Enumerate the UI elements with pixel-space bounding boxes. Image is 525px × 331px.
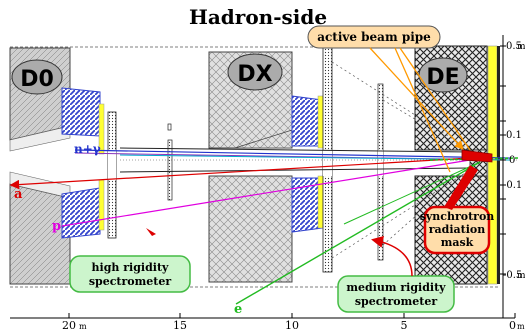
dx-label: DX xyxy=(237,62,272,87)
sync-mask-line1: synchrotron xyxy=(420,210,495,223)
y-unit-top: m xyxy=(517,42,525,52)
beam-pipe-pointer-1 xyxy=(369,47,464,150)
sync-mask-callout: synchrotron radiation mask xyxy=(420,165,495,255)
de-yellow-strip xyxy=(487,45,498,285)
x-tick-20: 20 xyxy=(62,319,76,331)
x-axis xyxy=(10,313,516,319)
y-tick-minus-0.5: -0.5 xyxy=(503,270,522,281)
dx-label-badge: DX xyxy=(227,53,283,91)
high-rigidity-callout: high rigidity spectrometer xyxy=(69,255,191,293)
sync-mask-arrow xyxy=(444,165,478,210)
beam-pipe-callout: active beam pipe xyxy=(307,25,471,173)
de-dark-strip xyxy=(497,46,500,284)
x-tick-5: 5 xyxy=(401,319,408,331)
beam-pipe-label: active beam pipe xyxy=(317,30,431,44)
d0-label: D0 xyxy=(20,67,54,92)
dx-coil-upper xyxy=(291,95,323,147)
fan-line-3 xyxy=(382,99,471,153)
track-a-red xyxy=(9,157,471,190)
track-e-green-2 xyxy=(343,161,481,225)
detector-plane-15m xyxy=(167,139,173,201)
sync-mask-dot xyxy=(479,155,485,161)
sync-mask-line3: mask xyxy=(441,236,474,249)
track-e-green-1 xyxy=(235,161,481,305)
medium-rigidity-line2: spectrometer xyxy=(355,295,438,308)
de-label: DE xyxy=(426,65,459,90)
x-tick-10: 10 xyxy=(285,319,299,331)
track-n-gamma-blue xyxy=(74,149,511,159)
detector-tick-15m xyxy=(167,123,172,131)
d0-yellow-strip-upper xyxy=(98,103,105,155)
high-rigidity-line1: high rigidity xyxy=(92,261,169,274)
beam-axis-lower xyxy=(119,167,471,173)
particle-label-n-gamma: n+γ xyxy=(74,142,101,156)
track-p-magenta xyxy=(61,159,471,227)
d0-coil-lower xyxy=(61,187,101,239)
fan-line-4 xyxy=(382,167,471,246)
y-unit-bottom: m xyxy=(517,271,525,281)
high-rigidity-line2: spectrometer xyxy=(89,275,172,288)
d0-yellow-strip-lower xyxy=(98,179,105,231)
medium-rigidity-callout: medium rigidity spectrometer xyxy=(337,235,455,313)
beam-pipe-pointer-2 xyxy=(399,47,471,151)
sync-mask-shape xyxy=(461,149,493,163)
particle-label-e: e xyxy=(234,302,242,317)
d0-label-badge: D0 xyxy=(11,59,63,95)
x-unit-right: m xyxy=(517,322,525,331)
beam-pipe-pointer-3 xyxy=(394,47,451,173)
fan-line-1 xyxy=(331,61,471,151)
dx-yellow-strip-upper xyxy=(317,95,324,149)
de-label-badge: DE xyxy=(418,57,468,93)
d0-coil-upper xyxy=(61,87,101,137)
x-tick-0: 0 xyxy=(509,319,516,331)
x-tick-15: 15 xyxy=(173,319,187,331)
sync-mask-line2: radiation xyxy=(429,223,486,236)
diagram-title: Hadron-side xyxy=(189,5,327,29)
y-tick-0: 0 xyxy=(509,155,515,166)
medium-rigidity-pointer xyxy=(371,235,413,277)
y-tick-0.5: 0.5 xyxy=(506,41,522,52)
y-tick-0.1: 0.1 xyxy=(506,130,522,141)
particle-label-a: a xyxy=(14,187,23,202)
fan-line-2 xyxy=(331,169,471,259)
beam-axis-upper xyxy=(119,147,471,153)
medium-rigidity-line1: medium rigidity xyxy=(346,281,446,294)
y-tick-minus-0.1: -0.1 xyxy=(503,180,522,191)
x-unit-left: m xyxy=(79,322,87,331)
particle-label-p: p xyxy=(52,219,61,234)
y-axis xyxy=(500,35,506,318)
high-rigidity-pointer xyxy=(146,228,156,236)
